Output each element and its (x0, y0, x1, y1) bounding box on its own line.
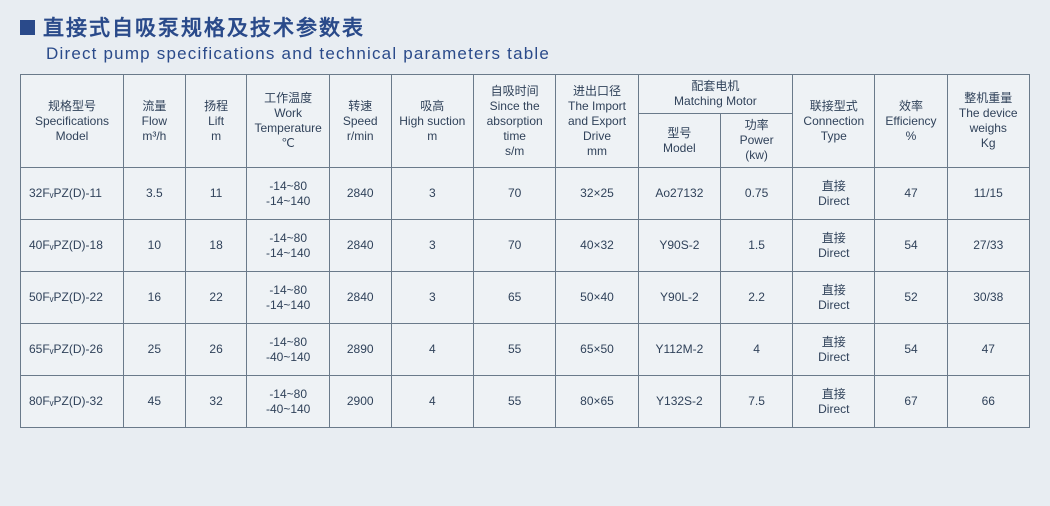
table-row: 65FᵥPZ(D)-262526-14~80 -40~140289045565×… (21, 324, 1030, 376)
spec-table: 规格型号 Specifications Model 流量 Flow m³/h 扬… (20, 74, 1030, 428)
cell-selftime: 65 (473, 272, 555, 324)
cell-motor_model: Ao27132 (638, 168, 720, 220)
title-zh: 直接式自吸泵规格及技术参数表 (20, 12, 1030, 42)
cell-model: 32FᵥPZ(D)-11 (21, 168, 124, 220)
th-drive: 进出口径 The Import and Export Drive mm (556, 75, 638, 168)
title-square-icon (20, 20, 35, 35)
cell-drive: 32×25 (556, 168, 638, 220)
cell-suction: 3 (391, 220, 473, 272)
cell-flow: 45 (123, 376, 185, 428)
cell-suction: 4 (391, 376, 473, 428)
cell-speed: 2840 (329, 168, 391, 220)
cell-conn: 直接 Direct (793, 324, 875, 376)
cell-speed: 2840 (329, 220, 391, 272)
th-eff: 效率 Efficiency % (875, 75, 947, 168)
cell-weight: 47 (947, 324, 1029, 376)
th-model: 规格型号 Specifications Model (21, 75, 124, 168)
cell-eff: 54 (875, 220, 947, 272)
cell-motor_model: Y90S-2 (638, 220, 720, 272)
cell-temp: -14~80 -40~140 (247, 376, 329, 428)
title-en: Direct pump specifications and technical… (46, 44, 1030, 64)
cell-weight: 11/15 (947, 168, 1029, 220)
cell-selftime: 55 (473, 376, 555, 428)
table-row: 32FᵥPZ(D)-113.511-14~80 -14~140284037032… (21, 168, 1030, 220)
cell-motor_model: Y112M-2 (638, 324, 720, 376)
th-motor-power: 功率 Power (kw) (721, 114, 793, 168)
cell-suction: 3 (391, 168, 473, 220)
cell-motor_power: 4 (721, 324, 793, 376)
cell-temp: -14~80 -14~140 (247, 168, 329, 220)
cell-conn: 直接 Direct (793, 376, 875, 428)
th-temp: 工作温度 Work Temperature ℃ (247, 75, 329, 168)
cell-flow: 16 (123, 272, 185, 324)
th-lift: 扬程 Lift m (185, 75, 247, 168)
cell-lift: 32 (185, 376, 247, 428)
th-conn: 联接型式 Connection Type (793, 75, 875, 168)
th-motor-model: 型号 Model (638, 114, 720, 168)
th-selftime: 自吸时间 Since the absorption time s/m (473, 75, 555, 168)
cell-flow: 10 (123, 220, 185, 272)
cell-motor_model: Y90L-2 (638, 272, 720, 324)
cell-temp: -14~80 -14~140 (247, 272, 329, 324)
cell-motor_power: 7.5 (721, 376, 793, 428)
cell-drive: 50×40 (556, 272, 638, 324)
cell-model: 65FᵥPZ(D)-26 (21, 324, 124, 376)
table-row: 80FᵥPZ(D)-324532-14~80 -40~140290045580×… (21, 376, 1030, 428)
cell-weight: 66 (947, 376, 1029, 428)
title-block: 直接式自吸泵规格及技术参数表 Direct pump specification… (20, 12, 1030, 64)
cell-selftime: 55 (473, 324, 555, 376)
title-zh-text: 直接式自吸泵规格及技术参数表 (43, 12, 365, 42)
th-weight: 整机重量 The device weighs Kg (947, 75, 1029, 168)
cell-lift: 22 (185, 272, 247, 324)
cell-conn: 直接 Direct (793, 168, 875, 220)
cell-eff: 54 (875, 324, 947, 376)
cell-suction: 3 (391, 272, 473, 324)
cell-eff: 47 (875, 168, 947, 220)
cell-flow: 25 (123, 324, 185, 376)
cell-lift: 18 (185, 220, 247, 272)
table-row: 40FᵥPZ(D)-181018-14~80 -14~140284037040×… (21, 220, 1030, 272)
cell-selftime: 70 (473, 220, 555, 272)
cell-flow: 3.5 (123, 168, 185, 220)
cell-conn: 直接 Direct (793, 220, 875, 272)
th-motor-group: 配套电机 Matching Motor (638, 75, 792, 114)
cell-temp: -14~80 -14~140 (247, 220, 329, 272)
cell-drive: 80×65 (556, 376, 638, 428)
cell-speed: 2890 (329, 324, 391, 376)
cell-weight: 27/33 (947, 220, 1029, 272)
cell-conn: 直接 Direct (793, 272, 875, 324)
cell-motor_power: 0.75 (721, 168, 793, 220)
cell-model: 50FᵥPZ(D)-22 (21, 272, 124, 324)
cell-lift: 11 (185, 168, 247, 220)
cell-motor_model: Y132S-2 (638, 376, 720, 428)
cell-motor_power: 2.2 (721, 272, 793, 324)
cell-suction: 4 (391, 324, 473, 376)
cell-selftime: 70 (473, 168, 555, 220)
cell-eff: 52 (875, 272, 947, 324)
th-speed: 转速 Speed r/min (329, 75, 391, 168)
table-row: 50FᵥPZ(D)-221622-14~80 -14~140284036550×… (21, 272, 1030, 324)
cell-speed: 2840 (329, 272, 391, 324)
cell-eff: 67 (875, 376, 947, 428)
th-suction: 吸高 High suction m (391, 75, 473, 168)
cell-speed: 2900 (329, 376, 391, 428)
cell-drive: 40×32 (556, 220, 638, 272)
cell-weight: 30/38 (947, 272, 1029, 324)
cell-lift: 26 (185, 324, 247, 376)
cell-motor_power: 1.5 (721, 220, 793, 272)
cell-drive: 65×50 (556, 324, 638, 376)
cell-temp: -14~80 -40~140 (247, 324, 329, 376)
th-flow: 流量 Flow m³/h (123, 75, 185, 168)
cell-model: 80FᵥPZ(D)-32 (21, 376, 124, 428)
cell-model: 40FᵥPZ(D)-18 (21, 220, 124, 272)
